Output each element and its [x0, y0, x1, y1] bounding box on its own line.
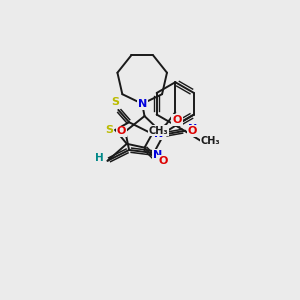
Text: N: N [153, 150, 162, 160]
Text: N: N [138, 99, 147, 109]
Text: O: O [172, 115, 182, 125]
Text: N: N [188, 124, 198, 134]
Text: N: N [154, 129, 163, 139]
Text: H: H [95, 153, 104, 163]
Text: S: S [105, 125, 113, 135]
Text: O: O [117, 127, 126, 136]
Text: O: O [188, 126, 197, 136]
Text: CH₃: CH₃ [201, 136, 220, 146]
Text: CH₃: CH₃ [149, 126, 168, 136]
Text: S: S [111, 97, 119, 107]
Text: O: O [158, 156, 168, 166]
